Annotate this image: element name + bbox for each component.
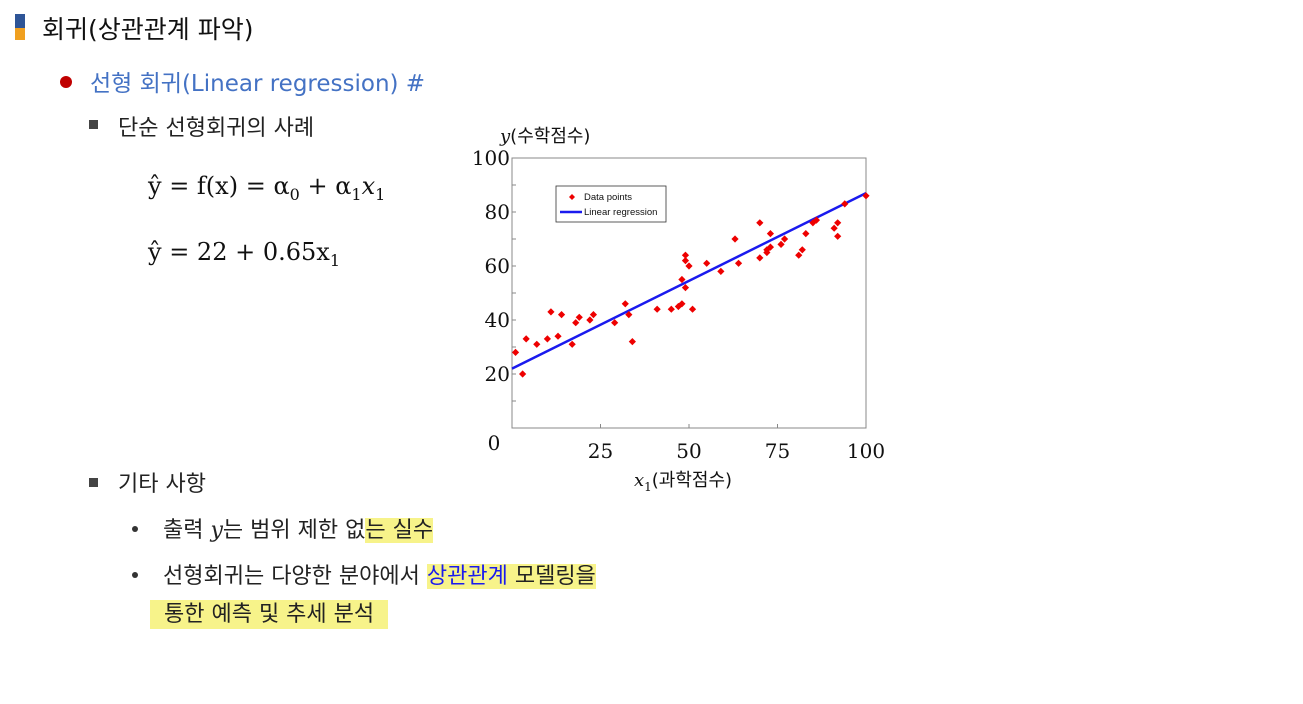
data-point <box>589 311 598 319</box>
square-bullet-icon <box>89 120 98 129</box>
data-point <box>703 259 711 267</box>
section1-heading: 단순 선형회귀의 사례 <box>118 116 315 141</box>
data-point <box>862 192 870 200</box>
x-axis-label: x1(과학점수) <box>634 470 732 494</box>
eq1-lhs: ŷ = f(x) = α <box>148 172 290 200</box>
list-item: 선형회귀는 다양한 분야에서 상관관계 모델링을 <box>163 558 596 590</box>
data-point <box>628 338 636 346</box>
data-point <box>717 267 725 275</box>
data-point <box>809 219 817 227</box>
eq1-x: x <box>361 172 376 200</box>
data-point <box>685 262 693 270</box>
equation-2: ŷ = 22 + 0.65x1 <box>148 238 340 270</box>
y-tick-label: 60 <box>485 254 510 278</box>
data-point <box>756 219 764 227</box>
eq2-sub: 1 <box>329 250 340 270</box>
data-point <box>766 243 775 251</box>
data-point <box>681 251 690 259</box>
x-tick-label: 0 <box>488 431 501 455</box>
list-item: 출력 y는 범위 제한 없는 실수 <box>163 512 434 544</box>
item1-highlight: 는 실수 <box>365 518 434 543</box>
data-point <box>533 340 541 348</box>
data-point <box>522 335 530 343</box>
data-point <box>667 305 675 313</box>
item1-mid: 는 범위 제한 없 <box>222 518 366 543</box>
eq1-plus: + α <box>299 172 352 200</box>
y-tick-label: 40 <box>485 308 510 332</box>
page-title: 회귀(상관관계 파악) <box>42 15 254 44</box>
data-point <box>678 275 686 284</box>
data-point <box>802 230 810 238</box>
square-bullet-icon <box>89 478 98 487</box>
data-point <box>547 308 555 316</box>
eq1-sub1: 1 <box>351 184 362 204</box>
data-point <box>621 300 629 308</box>
list-item-continuation: 통한 예측 및 추세 분석 <box>150 596 389 629</box>
section2-heading: 기타 사항 <box>118 472 206 497</box>
regression-line <box>511 191 867 370</box>
data-point <box>586 316 594 324</box>
x-tick-label: 100 <box>847 439 885 463</box>
section-subtitle: 선형 회귀(Linear regression) # <box>90 71 426 97</box>
data-point <box>830 224 838 232</box>
data-point <box>511 348 520 356</box>
x-tick-label: 75 <box>765 439 790 463</box>
dot-bullet-icon <box>132 572 138 578</box>
y-tick-label: 100 <box>472 146 510 170</box>
y-tick-label: 80 <box>485 200 510 224</box>
legend-box <box>555 185 667 223</box>
item2-line1-b: 모델링을 <box>507 564 596 589</box>
data-point <box>575 313 583 321</box>
item2-line1-a: 선형회귀는 다양한 분야에서 <box>163 564 427 589</box>
data-point <box>780 235 789 243</box>
data-point <box>519 370 527 378</box>
data-point <box>734 259 743 267</box>
dot-bullet-icon <box>132 526 138 532</box>
item1-prefix: 출력 <box>163 518 211 543</box>
equation-1: ŷ = f(x) = α0 + α1x1 <box>148 172 385 204</box>
data-point <box>795 251 803 259</box>
legend-label-line: Linear regression <box>584 207 657 218</box>
red-bullet-icon <box>60 76 72 88</box>
x-tick-label: 25 <box>588 439 613 463</box>
data-point <box>812 216 821 224</box>
data-point <box>798 246 806 254</box>
data-point <box>777 240 785 248</box>
data-point <box>688 305 697 313</box>
data-point <box>731 235 739 243</box>
data-point <box>756 254 764 262</box>
data-point <box>572 319 580 327</box>
item2-line2: 통한 예측 및 추세 분석 <box>150 600 389 629</box>
y-tick-label: 20 <box>485 362 510 386</box>
data-point <box>834 219 842 227</box>
title-marker <box>15 14 25 40</box>
x-tick-label: 50 <box>676 439 701 463</box>
data-point <box>568 340 576 348</box>
eq1-sub0: 0 <box>289 184 300 204</box>
data-point <box>834 232 842 240</box>
eq2-main: ŷ = 22 + 0.65x <box>148 238 330 266</box>
data-point <box>841 200 849 208</box>
eq1-xsub: 1 <box>375 184 386 204</box>
data-point <box>653 305 661 313</box>
item1-var: y <box>210 518 223 543</box>
data-point <box>766 230 775 238</box>
item2-line1-blue: 상관관계 <box>426 564 508 589</box>
y-axis-label: y(수학점수) <box>499 126 590 147</box>
data-point <box>543 335 551 343</box>
legend-label-points: Data points <box>584 192 632 203</box>
data-point <box>554 332 562 340</box>
data-point <box>557 311 566 319</box>
legend-point-marker <box>569 194 575 200</box>
